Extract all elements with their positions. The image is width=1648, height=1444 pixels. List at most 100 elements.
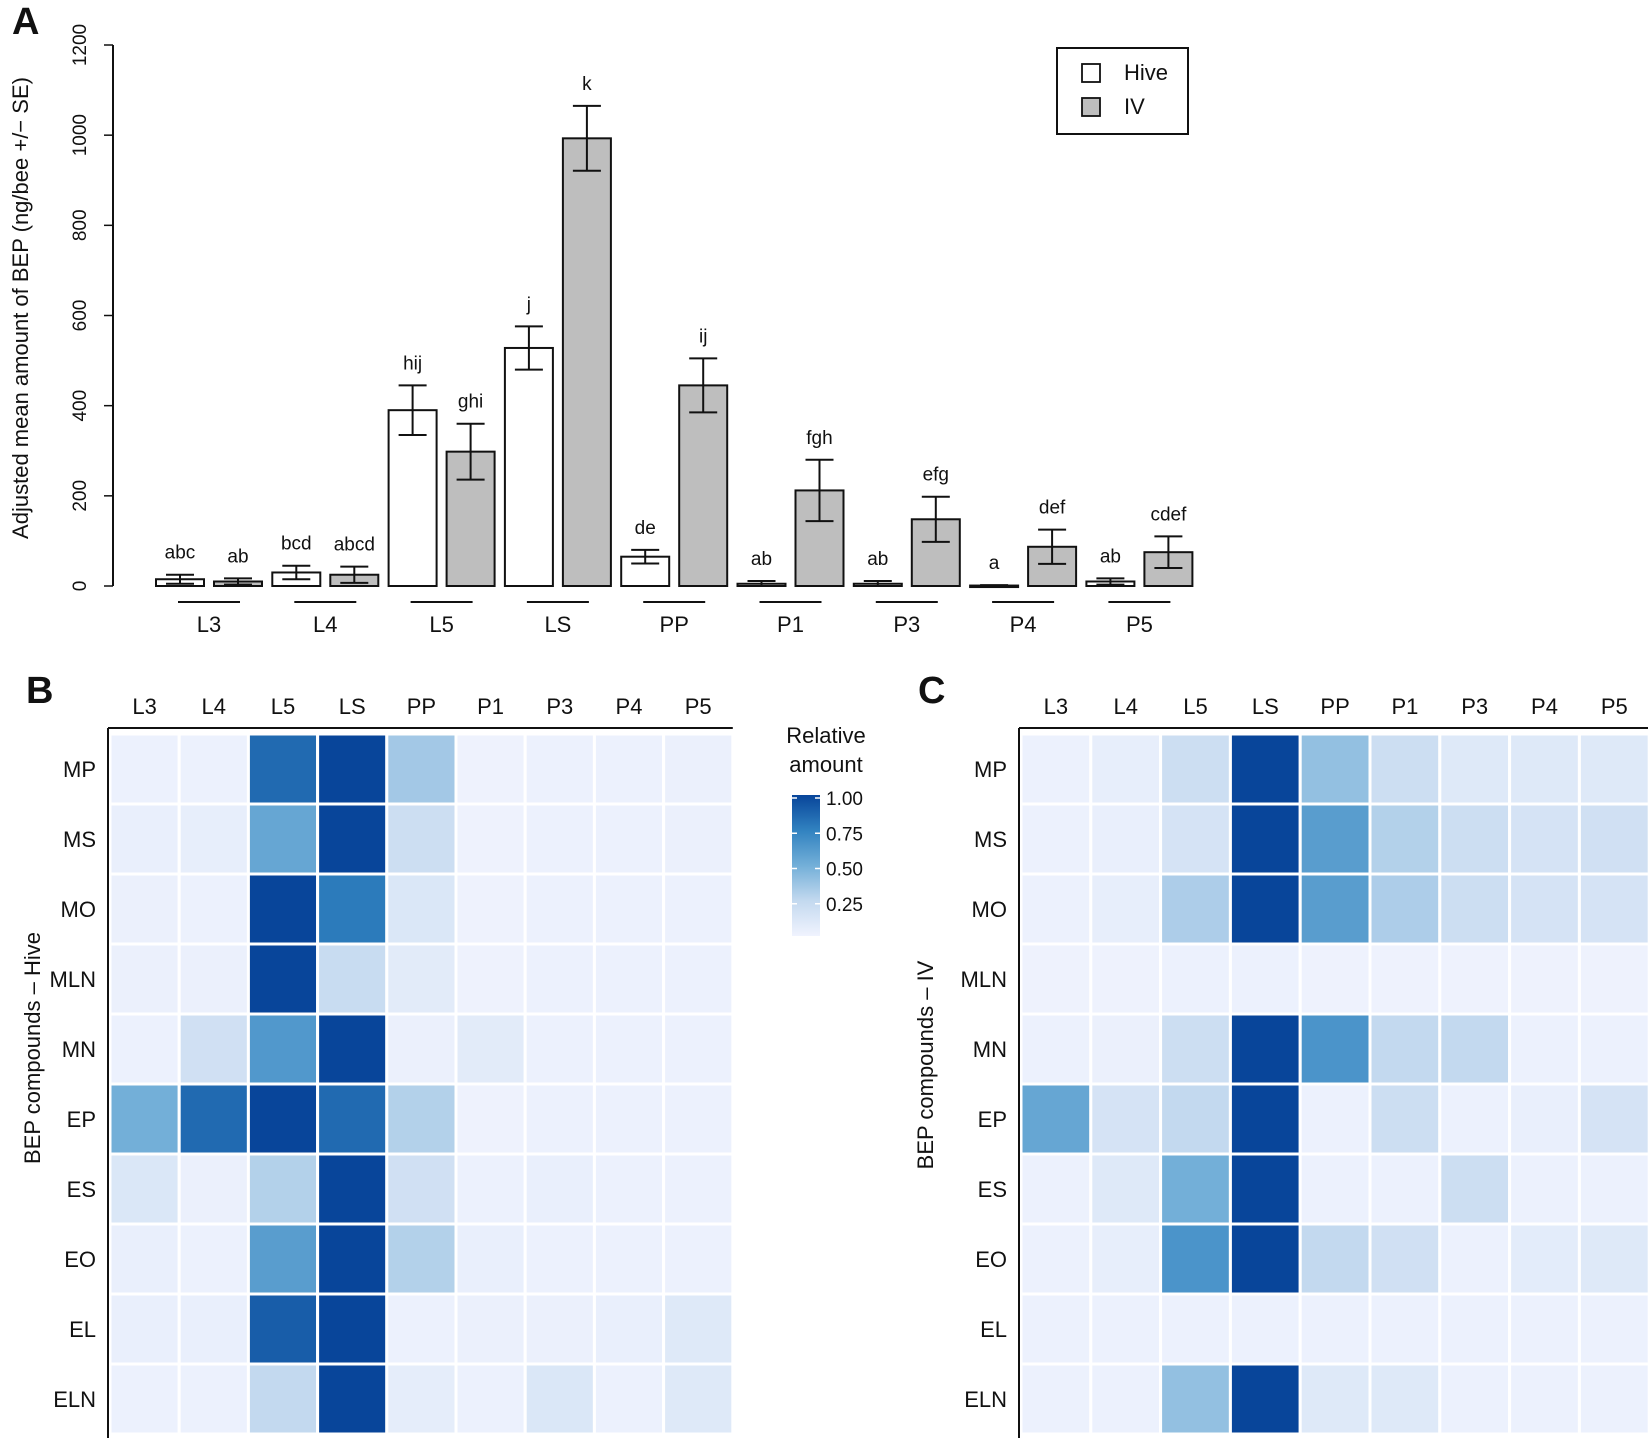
legend-swatch-hive [1081, 63, 1101, 83]
colorbar-tick-label: 1.00 [826, 789, 863, 810]
heat-cell-iv-ep-p4 [1508, 1082, 1581, 1156]
heat-cell-hive-mo-l4 [177, 872, 250, 946]
heat-cell-iv-mln-p3 [1438, 942, 1512, 1016]
heat-cell-iv-mp-p4 [1508, 732, 1581, 806]
heat-cell-hive-es-pp [385, 1152, 458, 1226]
heat-cell-iv-mp-pp [1298, 732, 1372, 806]
panel-b-label: B [26, 670, 53, 712]
colorbar-title-line2: amount [789, 752, 862, 777]
heat-cell-hive-eln-p1 [454, 1362, 527, 1436]
heat-cell-hive-ep-p4 [592, 1082, 666, 1156]
heat-cell-iv-es-p1 [1368, 1152, 1442, 1226]
significance-letter: hij [403, 353, 422, 374]
heat-cell-hive-mn-l4 [177, 1012, 250, 1086]
heat-col-label: L5 [1183, 694, 1207, 719]
heat-cell-hive-mln-l4 [177, 942, 250, 1016]
heat-cell-hive-ep-l4 [177, 1082, 250, 1156]
heat-cell-iv-mp-ls [1228, 732, 1302, 806]
heat-cell-iv-mp-l3 [1019, 732, 1093, 806]
heat-cell-hive-ms-l3 [108, 802, 181, 876]
heat-cell-iv-ep-l5 [1159, 1082, 1232, 1156]
heat-cell-iv-mp-l4 [1089, 732, 1163, 806]
heat-cell-hive-el-l3 [108, 1292, 181, 1366]
heatmap-c-y-label: BEP compounds – IV [913, 960, 938, 1169]
heat-cell-iv-el-p4 [1508, 1292, 1581, 1366]
heat-cell-hive-mo-p3 [523, 872, 596, 946]
heat-cell-iv-eo-p4 [1508, 1222, 1581, 1296]
significance-letter: ab [751, 549, 772, 570]
heat-cell-iv-mn-p3 [1438, 1012, 1512, 1086]
heat-row-label: ELN [53, 1387, 96, 1412]
heat-cell-iv-es-l5 [1159, 1152, 1232, 1226]
heat-row-label: MN [62, 1037, 96, 1062]
heat-cell-hive-eo-p5 [662, 1222, 735, 1296]
heat-col-label: P3 [1461, 694, 1488, 719]
heat-cell-hive-eo-pp [385, 1222, 458, 1296]
heat-cell-iv-eo-p3 [1438, 1222, 1512, 1296]
heat-cell-iv-mp-p1 [1368, 732, 1442, 806]
heat-cell-hive-mo-pp [385, 872, 458, 946]
heat-row-label: MLN [961, 967, 1007, 992]
heat-cell-iv-el-l3 [1019, 1292, 1093, 1366]
x-category-label: P1 [777, 612, 804, 637]
significance-letter: fgh [806, 428, 832, 449]
heat-cell-hive-ep-p3 [523, 1082, 596, 1156]
heat-cell-hive-mo-l3 [108, 872, 181, 946]
x-category-label: PP [660, 612, 689, 637]
heat-cell-hive-mn-p4 [592, 1012, 666, 1086]
heat-col-label: L3 [1044, 694, 1068, 719]
heat-cell-iv-mn-l5 [1159, 1012, 1232, 1086]
heatmap-iv: MP MS MO MLN MN EP ES EO EL ELN L3 L4 L5 LS PP P1 P3 P4 P5 [961, 694, 1648, 1438]
heat-cell-hive-mp-p5 [662, 732, 735, 806]
heat-cell-iv-mln-p5 [1577, 942, 1648, 1016]
heat-cell-hive-mp-l3 [108, 732, 181, 806]
heat-cell-hive-mp-pp [385, 732, 458, 806]
heat-col-label: L3 [132, 694, 156, 719]
heat-cell-hive-mln-pp [385, 942, 458, 1016]
heat-cell-hive-eln-ls [316, 1362, 389, 1436]
heat-cell-iv-el-p1 [1368, 1292, 1442, 1366]
heat-row-label: MN [973, 1037, 1007, 1062]
heat-cell-hive-ep-pp [385, 1082, 458, 1156]
heat-col-label: PP [407, 694, 436, 719]
heat-row-label: MP [974, 757, 1007, 782]
significance-letter: ab [1100, 546, 1121, 567]
heat-cell-hive-ep-ls [316, 1082, 389, 1156]
heat-cell-hive-mln-l5 [246, 942, 320, 1016]
heat-cell-iv-eln-p5 [1577, 1362, 1648, 1436]
heat-cell-iv-ep-p1 [1368, 1082, 1442, 1156]
heat-cell-iv-ms-pp [1298, 802, 1372, 876]
heat-cell-iv-el-p3 [1438, 1292, 1512, 1366]
heat-col-label: P5 [685, 694, 712, 719]
heat-cell-hive-eln-l4 [177, 1362, 250, 1436]
bar-iv-ls [561, 137, 612, 587]
y-tick-label: 1000 [70, 114, 91, 156]
heat-cell-hive-es-p1 [454, 1152, 527, 1226]
heat-cell-iv-ep-p5 [1577, 1082, 1648, 1156]
x-category-label: L4 [313, 612, 337, 637]
heat-cell-hive-mo-p4 [592, 872, 666, 946]
heat-cell-hive-el-l5 [246, 1292, 320, 1366]
heat-cell-iv-mo-ls [1228, 872, 1302, 946]
heat-cell-hive-eo-l5 [246, 1222, 320, 1296]
significance-letter: ghi [458, 392, 483, 413]
heat-row-label: ES [67, 1177, 96, 1202]
heat-cell-iv-mo-pp [1298, 872, 1372, 946]
heat-col-label: L5 [271, 694, 295, 719]
heat-cell-iv-el-l5 [1159, 1292, 1232, 1366]
heat-cell-iv-eln-p4 [1508, 1362, 1581, 1436]
legend-label-iv: IV [1124, 94, 1145, 119]
heat-row-label: ES [978, 1177, 1007, 1202]
heat-cell-hive-es-ls [316, 1152, 389, 1226]
heat-cell-iv-ep-p3 [1438, 1082, 1512, 1156]
heat-cell-iv-ep-l3 [1019, 1082, 1093, 1156]
heat-cell-hive-el-p5 [662, 1292, 735, 1366]
heat-cell-hive-mp-p3 [523, 732, 596, 806]
heat-cell-iv-mo-l4 [1089, 872, 1163, 946]
heat-cell-hive-mp-p1 [454, 732, 527, 806]
heat-cell-hive-ms-l5 [246, 802, 320, 876]
heat-cell-iv-eln-p1 [1368, 1362, 1442, 1436]
heat-cell-hive-eo-p4 [592, 1222, 666, 1296]
heat-cell-hive-mo-l5 [246, 872, 320, 946]
heat-cell-hive-es-p3 [523, 1152, 596, 1226]
